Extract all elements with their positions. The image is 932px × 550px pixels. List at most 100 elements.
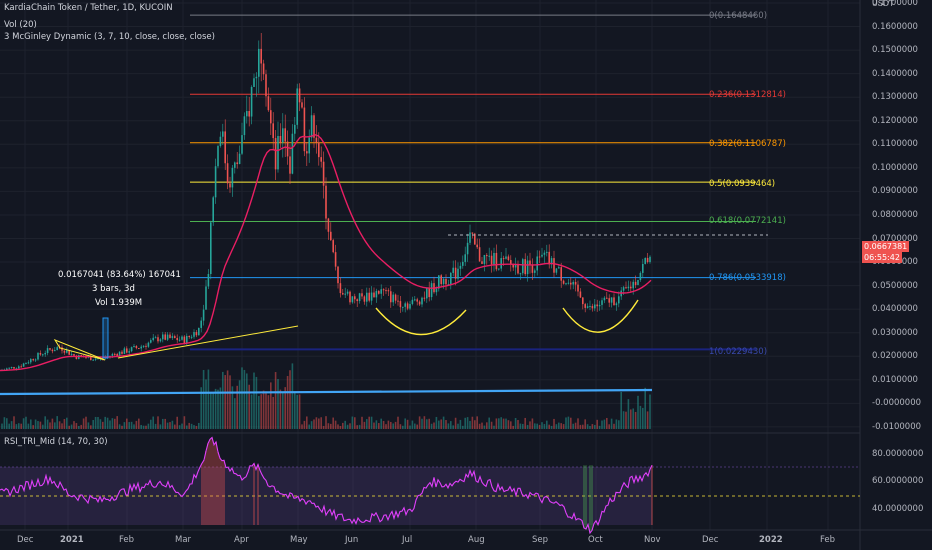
candle-body bbox=[260, 48, 262, 64]
candle-body bbox=[579, 291, 582, 298]
volume-bar bbox=[394, 421, 397, 429]
volume-bar bbox=[627, 399, 630, 429]
candle-body bbox=[174, 336, 176, 339]
rsi-overbought-bar bbox=[223, 460, 225, 525]
volume-bar bbox=[188, 422, 190, 429]
volume-bar bbox=[169, 422, 171, 429]
candle-body bbox=[644, 257, 646, 264]
volume-bar bbox=[135, 420, 138, 429]
volume-bar bbox=[294, 392, 296, 429]
candle-body bbox=[294, 124, 296, 134]
volume-bar bbox=[138, 418, 140, 429]
candle-body bbox=[570, 282, 572, 285]
candle-body bbox=[241, 135, 243, 154]
candle-body bbox=[519, 273, 522, 275]
rsi-legend[interactable]: RSI_TRI_Mid (14, 70, 30) bbox=[4, 437, 108, 447]
candle-body bbox=[632, 281, 634, 289]
volume-bar bbox=[478, 423, 481, 429]
candle-body bbox=[274, 138, 277, 170]
price-tick: 0.0800000 bbox=[872, 209, 918, 220]
candle-body bbox=[586, 306, 589, 308]
volume-bar bbox=[387, 420, 390, 429]
horizontal-ray-blue bbox=[0, 388, 653, 396]
volume-bar bbox=[58, 421, 61, 429]
volume-bar bbox=[109, 420, 111, 429]
price-tick: 0.0500000 bbox=[872, 280, 918, 291]
candle-body bbox=[291, 133, 294, 174]
volume-bar bbox=[488, 417, 490, 429]
candle-body bbox=[457, 268, 459, 279]
volume-bar bbox=[106, 417, 109, 429]
volume-bar bbox=[176, 416, 178, 429]
volume-bar bbox=[649, 394, 651, 429]
candle-body bbox=[150, 340, 152, 343]
volume-bar bbox=[325, 416, 327, 429]
volume-bar bbox=[243, 369, 246, 429]
volume-legend[interactable]: Vol (20) bbox=[4, 20, 37, 30]
volume-bar bbox=[591, 424, 594, 429]
volume-bar bbox=[382, 420, 385, 429]
price-tick: 0.1600000 bbox=[872, 21, 918, 32]
rounded-bottom-1 bbox=[375, 307, 467, 336]
volume-bar bbox=[486, 422, 488, 429]
volume-bar bbox=[466, 417, 469, 429]
candle-body bbox=[46, 348, 49, 353]
volume-bar bbox=[438, 420, 440, 429]
symbol-title[interactable]: KardiaChain Token / Tether, 1D, KUCOIN bbox=[4, 3, 173, 13]
candle-body bbox=[351, 296, 354, 303]
candle-body bbox=[356, 299, 358, 302]
fibonacci-retracement[interactable] bbox=[190, 14, 756, 351]
last-price-tag: 0.0667381 bbox=[862, 241, 910, 252]
candle-body bbox=[162, 334, 164, 340]
candle-body bbox=[368, 292, 370, 301]
candle-body bbox=[354, 296, 356, 300]
volume-bar bbox=[380, 418, 382, 429]
volume-bar bbox=[618, 420, 620, 429]
volume-bar bbox=[318, 418, 320, 429]
volume-bar bbox=[447, 423, 450, 429]
volume-bar bbox=[178, 425, 181, 429]
candle-body bbox=[591, 305, 594, 309]
candle-body bbox=[97, 358, 99, 360]
time-tick: Mar bbox=[175, 535, 192, 545]
volume-bar bbox=[418, 416, 421, 429]
candle-body bbox=[538, 256, 541, 258]
volume-bar bbox=[214, 388, 217, 429]
measure-volume: Vol 1.939M bbox=[95, 298, 143, 308]
volume-bar bbox=[174, 424, 176, 429]
indicator-legend[interactable]: 3 McGinley Dynamic (3, 7, 10, close, clo… bbox=[4, 32, 215, 42]
candle-body bbox=[224, 131, 226, 164]
candle-body bbox=[267, 96, 270, 111]
drawings[interactable] bbox=[0, 234, 768, 396]
fib-label-05: 0.5(0.0939464) bbox=[709, 179, 776, 189]
candle-body bbox=[90, 356, 92, 361]
candle-body bbox=[231, 167, 234, 188]
countdown-tag: 06:55:42 bbox=[862, 252, 902, 263]
candle-body bbox=[8, 367, 10, 369]
candle-body bbox=[183, 336, 186, 344]
volume-bar bbox=[586, 424, 589, 429]
candle-body bbox=[594, 304, 596, 309]
volume-bar bbox=[262, 390, 265, 429]
volume-bar bbox=[440, 419, 442, 429]
price-tick: 0.0200000 bbox=[872, 351, 918, 362]
candle-body bbox=[342, 293, 344, 295]
candle-body bbox=[142, 345, 145, 347]
candle-body bbox=[152, 337, 154, 341]
volume-bar bbox=[219, 387, 222, 429]
candle-body bbox=[42, 354, 44, 356]
candle-body bbox=[75, 355, 78, 359]
candle-body bbox=[164, 334, 166, 340]
rsi-overbought-bar bbox=[221, 460, 223, 525]
rsi-overbought-bar bbox=[651, 465, 653, 525]
candle-body bbox=[188, 335, 190, 337]
volume-bar bbox=[375, 420, 378, 429]
volume-bar bbox=[589, 425, 591, 429]
candle-body bbox=[234, 162, 236, 168]
candle-body bbox=[524, 259, 526, 275]
candle-body bbox=[649, 256, 651, 263]
candle-body bbox=[637, 280, 639, 285]
candle-body bbox=[423, 297, 426, 299]
candle-body bbox=[639, 272, 642, 281]
